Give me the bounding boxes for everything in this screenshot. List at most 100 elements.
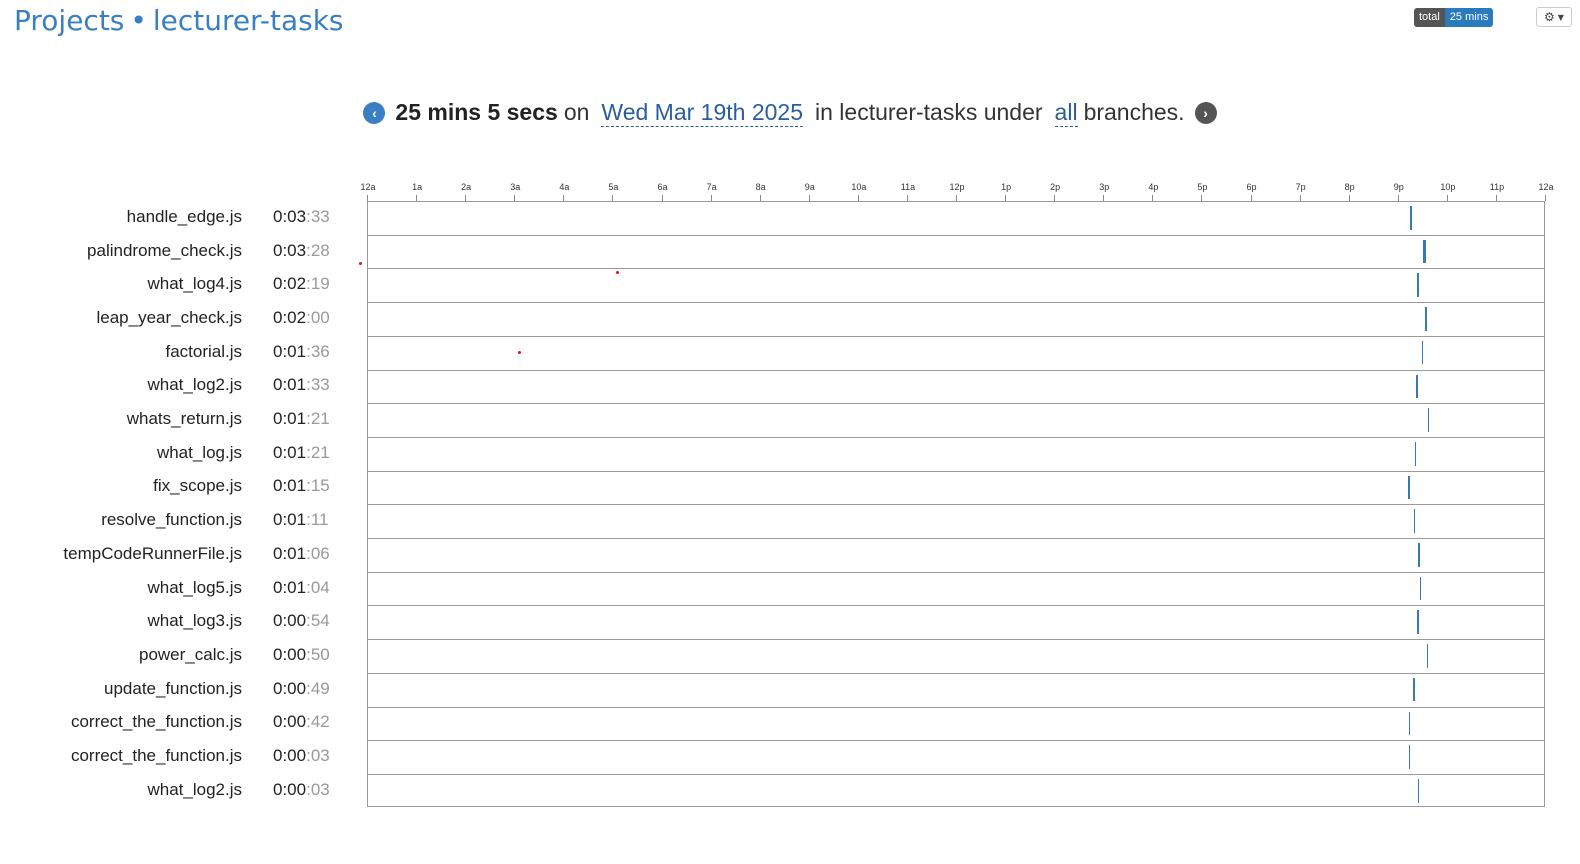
axis-tick-label: 12p <box>949 182 965 192</box>
activity-bar[interactable] <box>1423 239 1426 264</box>
axis-tick-label: 9a <box>804 182 815 192</box>
duration-seconds: :33 <box>306 375 330 395</box>
duration-hours-minutes: 0:00 <box>273 678 307 698</box>
duration-seconds: :33 <box>306 206 330 226</box>
activity-bar[interactable] <box>1427 408 1430 432</box>
activity-bar[interactable] <box>1408 475 1410 500</box>
axis-tick-label: 6p <box>1246 182 1257 192</box>
axis-tick <box>1103 195 1105 201</box>
file-name-link[interactable]: update_function.js <box>104 678 242 698</box>
chevron-left-circle-icon[interactable]: ‹ <box>363 101 386 124</box>
file-name-link[interactable]: correct_the_function.js <box>70 712 242 732</box>
axis-tick <box>710 195 712 201</box>
row-divider <box>367 571 1545 573</box>
projects-link[interactable]: Projects <box>14 4 125 37</box>
summary-on-text: on <box>563 99 590 125</box>
settings-dropdown-button[interactable]: ⚙ ▼ <box>1536 7 1572 27</box>
activity-bar[interactable] <box>1414 441 1417 466</box>
file-name-link[interactable]: handle_edge.js <box>126 206 242 226</box>
file-name-link[interactable]: what_log.js <box>156 442 242 462</box>
duration-seconds: :19 <box>306 274 330 294</box>
axis-tick <box>1545 195 1546 201</box>
duration-seconds: :54 <box>306 611 330 631</box>
file-name-link[interactable]: whats_return.js <box>126 409 242 429</box>
gear-icon: ⚙ <box>1544 10 1555 24</box>
file-name-link[interactable]: what_log2.js <box>147 375 242 395</box>
activity-bar[interactable] <box>1417 273 1420 298</box>
file-duration: 0:02:19 <box>273 274 330 294</box>
file-name-link[interactable]: palindrome_check.js <box>87 240 242 260</box>
activity-bar[interactable] <box>1413 677 1415 702</box>
file-name-link[interactable]: what_log2.js <box>147 779 242 799</box>
file-name-link[interactable]: tempCodeRunnerFile.js <box>63 543 242 563</box>
activity-bar[interactable] <box>1416 374 1418 399</box>
branches-link[interactable]: all <box>1054 99 1078 127</box>
file-name-link[interactable]: what_log4.js <box>147 274 242 294</box>
axis-tick <box>1495 195 1497 201</box>
duration-hours-minutes: 0:00 <box>273 712 307 732</box>
axis-tick-label: 2p <box>1050 182 1061 192</box>
file-name-link[interactable]: leap_year_check.js <box>96 307 242 327</box>
row-divider <box>367 773 1545 775</box>
axis-tick <box>1201 195 1203 201</box>
activity-bar[interactable] <box>1417 610 1419 635</box>
row-divider <box>367 504 1545 506</box>
activity-bar[interactable] <box>1417 778 1420 803</box>
file-duration: 0:01:21 <box>273 443 330 463</box>
date-picker-link[interactable]: Wed Mar 19th 2025 <box>601 99 803 127</box>
axis-tick-label: 10a <box>851 182 867 192</box>
activity-bar[interactable] <box>1408 711 1411 736</box>
row-divider <box>367 538 1545 539</box>
activity-bar[interactable] <box>1419 576 1422 601</box>
duration-hours-minutes: 0:01 <box>273 510 307 530</box>
row-divider <box>367 369 1545 371</box>
axis-tick <box>1054 195 1056 201</box>
activity-bar[interactable] <box>1421 340 1424 365</box>
page-title: Projects • lecturer-tasks <box>14 4 344 37</box>
row-divider <box>367 268 1545 270</box>
project-name-link[interactable]: lecturer-tasks <box>152 4 344 37</box>
duration-hours-minutes: 0:00 <box>273 746 307 766</box>
activity-bar[interactable] <box>1418 543 1420 567</box>
summary-project-text: in lecturer-tasks under <box>815 99 1043 125</box>
row-divider <box>367 639 1545 641</box>
axis-tick-label: 4p <box>1148 182 1159 192</box>
duration-seconds: :03 <box>306 746 330 766</box>
file-duration: 0:00:50 <box>273 645 330 665</box>
axis-tick-label: 11a <box>900 182 916 192</box>
axis-tick <box>1348 195 1350 201</box>
duration-seconds: :04 <box>306 577 330 597</box>
file-duration: 0:00:54 <box>273 611 330 631</box>
duration-hours-minutes: 0:03 <box>273 240 307 260</box>
duration-seconds: :00 <box>306 307 330 327</box>
red-dot-marker <box>359 262 362 265</box>
axis-tick-label: 5a <box>608 182 619 192</box>
activity-bar[interactable] <box>1425 307 1427 331</box>
activity-bar[interactable] <box>1413 509 1416 533</box>
file-name-link[interactable]: fix_scope.js <box>153 476 242 496</box>
axis-tick <box>514 195 516 201</box>
chevron-right-circle-icon[interactable]: › <box>1194 101 1217 124</box>
axis-tick <box>416 195 418 201</box>
file-name-link[interactable]: correct_the_function.js <box>70 746 242 766</box>
duration-seconds: :49 <box>306 678 330 698</box>
axis-tick <box>956 195 957 201</box>
duration-hours-minutes: 0:00 <box>273 611 307 631</box>
file-name-link[interactable]: factorial.js <box>165 341 242 361</box>
row-divider <box>367 403 1545 405</box>
caret-down-icon: ▼ <box>1557 12 1564 22</box>
file-name-link[interactable]: power_calc.js <box>139 644 242 664</box>
axis-tick-label: 5p <box>1197 182 1208 192</box>
row-divider <box>367 470 1545 472</box>
file-name-link[interactable]: what_log5.js <box>147 577 242 597</box>
axis-tick-label: 3p <box>1099 182 1110 192</box>
activity-bar[interactable] <box>1408 745 1411 769</box>
axis-tick-label: 1a <box>412 182 423 192</box>
axis-tick <box>1446 195 1448 201</box>
file-name-link[interactable]: resolve_function.js <box>101 510 242 530</box>
file-name-link[interactable]: what_log3.js <box>147 611 242 631</box>
title-separator: • <box>130 4 147 37</box>
activity-bar[interactable] <box>1410 206 1413 230</box>
axis-tick-label: 6a <box>657 182 668 192</box>
activity-bar[interactable] <box>1426 644 1429 668</box>
